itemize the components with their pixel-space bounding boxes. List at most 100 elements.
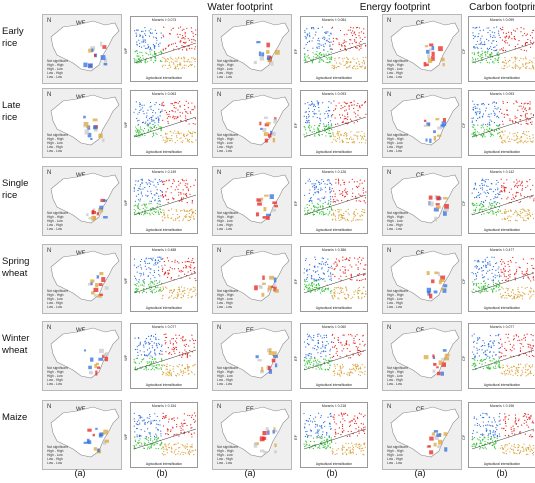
scatter-point: [150, 116, 152, 118]
scatter-point: [514, 372, 516, 374]
scatter-point: [306, 286, 308, 288]
scatter-point: [325, 110, 327, 112]
scatter-point: [520, 216, 522, 218]
scatter-point: [328, 132, 330, 134]
scatter-point: [339, 269, 341, 271]
map-legend: Not significant High - High High - Low Low …: [47, 211, 68, 231]
lisa-cluster-cell: [268, 351, 272, 356]
scatter-point: [516, 294, 518, 296]
scatter-point: [310, 277, 312, 279]
scatter-point: [178, 133, 181, 135]
scatter-point: [170, 208, 173, 210]
scatter-point: [343, 181, 345, 184]
scatter-point: [187, 367, 189, 369]
scatter-point: [312, 37, 314, 39]
scatter-point: [532, 277, 534, 279]
scatter-point: [478, 355, 480, 357]
scatter-point: [136, 34, 138, 36]
scatter-point: [178, 27, 180, 29]
scatter-point: [149, 439, 152, 441]
scatter-point: [149, 106, 151, 108]
scatter-point: [153, 134, 155, 136]
scatter-point: [326, 288, 328, 290]
scatter-point: [511, 366, 513, 368]
legend-item: Low - High: [387, 145, 403, 149]
scatter-point: [472, 284, 475, 286]
scatter-point: [331, 334, 333, 336]
scatter-point: [312, 186, 314, 188]
scatter-point: [143, 45, 145, 47]
scatter-point: [473, 47, 475, 49]
scatter-point: [514, 132, 516, 134]
scatter-point: [505, 294, 507, 297]
scatter-point: [475, 272, 477, 275]
scatter-point: [304, 280, 306, 282]
scatter-point: [309, 335, 311, 337]
scatter-point: [182, 371, 184, 373]
scatter-point: [151, 127, 154, 130]
scatter-point: [311, 283, 313, 285]
scatter-point: [352, 219, 354, 221]
scatter-point: [313, 213, 316, 216]
scatter-point: [528, 119, 530, 121]
scatter-point: [321, 267, 323, 269]
legend-item: Not significant: [47, 366, 68, 370]
scatter-point: [153, 126, 155, 128]
scatter-point: [336, 263, 338, 265]
scatter-point: [360, 47, 362, 49]
scatter-point: [313, 208, 315, 211]
scatter-point: [498, 128, 500, 130]
scatter-point: [168, 62, 171, 64]
scatter-point: [173, 443, 175, 445]
scatter-point: [501, 198, 503, 200]
scatter-point: [182, 425, 184, 427]
scatter-point: [350, 298, 352, 300]
scatter-point: [520, 123, 522, 125]
scatter-point: [166, 257, 169, 259]
scatter-point: [140, 284, 142, 286]
scatter-point: [184, 445, 187, 447]
scatter-point: [533, 68, 535, 70]
scatter-point: [353, 212, 355, 214]
scatter-point: [330, 273, 332, 275]
scatter-point: [184, 261, 186, 263]
scatter-point: [515, 65, 517, 67]
scatter-point: [486, 47, 488, 49]
scatter-point: [185, 117, 187, 119]
scatter-point: [325, 40, 327, 42]
scatter-point: [327, 106, 329, 108]
scatter-point: [353, 142, 355, 144]
scatter-point: [170, 278, 172, 280]
scatter-point: [358, 131, 360, 133]
scatter-point: [484, 181, 486, 183]
scatter-point: [525, 116, 527, 118]
scatter-point: [491, 48, 493, 51]
legend-item: Low - High: [47, 457, 63, 461]
scatter-point: [337, 297, 339, 299]
scatter-point: [504, 297, 506, 299]
scatter-point: [154, 212, 157, 214]
scatter-point: [344, 102, 347, 104]
scatter-point: [513, 344, 515, 346]
scatter-point: [481, 184, 484, 186]
scatter-point: [305, 132, 308, 134]
scatter-point: [511, 66, 513, 68]
scatter-point: [482, 265, 485, 267]
scatter-point: [314, 34, 316, 36]
scatter-point: [473, 103, 475, 105]
scatter-point: [319, 206, 322, 208]
scatter-point: [504, 37, 507, 39]
scatter-point: [157, 43, 160, 46]
scatter-point: [152, 209, 154, 211]
scatter-point: [344, 217, 346, 219]
scatter-point: [472, 203, 474, 205]
scatter-point: [338, 102, 340, 104]
legend-item: High - Low: [217, 374, 233, 378]
scatter-point: [155, 427, 157, 429]
scatter-point: [497, 107, 499, 109]
legend-item: Low - High: [47, 223, 63, 227]
scatter-point: [473, 346, 475, 348]
scatter-point: [532, 29, 534, 31]
scatter-point: [513, 198, 515, 200]
scatter-point: [174, 141, 176, 144]
